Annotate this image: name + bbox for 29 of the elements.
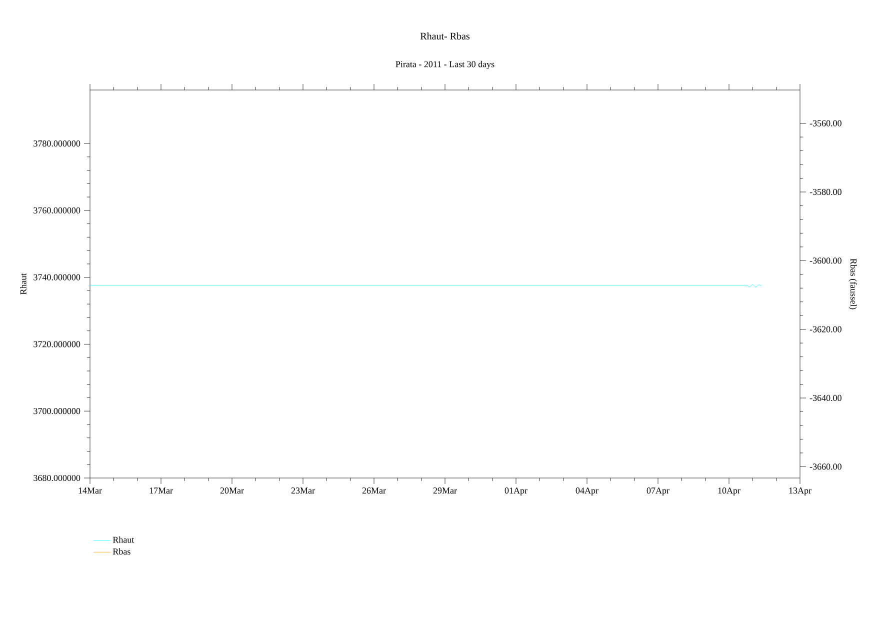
x-tick-label: 17Mar [150,488,173,494]
chart-title: Rhaut- Rbas [420,32,470,40]
y-tick-label: 3680.000000 [34,474,80,482]
x-tick-label: 29Mar [433,488,457,494]
x-tick-label: 10Apr [718,488,740,496]
x-tick-label: 13Apr [789,488,812,496]
y-tick-label: 3780.000000 [34,140,80,147]
x-tick-label: 04Apr [576,488,598,496]
y2-axis-title: Rbas (faussel) [848,258,857,310]
legend-label: Rhaut [112,536,134,543]
y-axis-title: Rhaut [20,273,26,294]
y2-tick-label: -3620.00 [810,326,842,332]
x-tick-label: 26Mar [362,488,386,494]
y2-tick-label: -3600.00 [810,258,842,264]
legend-label: Rbas [112,548,130,555]
y2-tick-label: -3560.00 [810,120,842,126]
x-tick-label: 07Apr [646,488,670,496]
y-tick-label: 3740.000000 [34,274,80,280]
x-tick-label: 20Mar [220,488,244,494]
y-tick-label: 3700.000000 [34,408,80,414]
y-tick-label: 3760.000000 [34,207,80,214]
x-tick-label: 01Apr [504,488,528,496]
x-tick-label: 23Mar [291,488,315,494]
x-tick-label: 14Mar [78,488,102,494]
y2-tick-label: -3660.00 [810,464,842,470]
chart-subtitle: Pirata - 2011 - Last 30 days [396,60,494,70]
y-tick-label: 3720.000000 [34,341,80,348]
y2-tick-label: -3580.00 [810,188,842,196]
y2-tick-label: -3640.00 [810,394,842,402]
